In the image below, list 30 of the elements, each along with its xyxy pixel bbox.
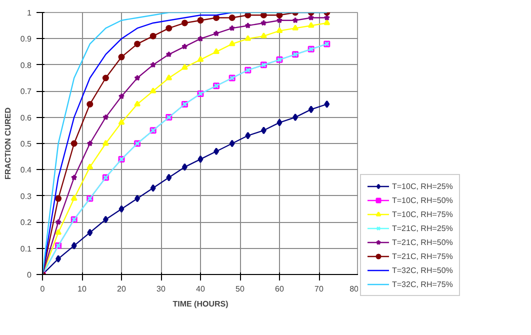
x-axis-title: TIME (HOURS): [172, 300, 229, 308]
legend-label: T=21C, RH=50%: [392, 237, 453, 247]
y-tick-label: 0.6: [20, 113, 32, 122]
y-tick-label: 0.3: [20, 192, 32, 201]
legend-label: T=21C, RH=75%: [392, 251, 453, 261]
y-tick-label: 0.8: [20, 60, 32, 70]
x-tick-label: 60: [275, 284, 284, 294]
legend-label: T=32C, RH=75%: [392, 279, 453, 289]
legend-label: T=32C, RH=50%: [392, 265, 453, 275]
y-tick-label: 0.4: [20, 166, 32, 175]
x-tick-label: 0: [40, 284, 46, 294]
x-tick-label: 50: [236, 284, 245, 294]
y-tick-label: 0.2: [20, 218, 32, 228]
x-tick-label: 40: [196, 284, 206, 294]
y-tick-label: 1: [27, 8, 32, 18]
legend-label: T=10C, RH=25%: [392, 181, 453, 191]
x-tick-label: 10: [78, 284, 87, 294]
legend-label: T=10C, RH=50%: [392, 195, 453, 205]
y-axis-title: FRACTION CURED: [3, 107, 12, 180]
y-tick-label: 0.1: [20, 244, 32, 254]
x-tick-label: 70: [314, 284, 324, 294]
y-tick-label: 0.5: [20, 140, 32, 148]
x-tick-label: 20: [117, 284, 126, 294]
legend-label: T=21C, RH=25%: [392, 223, 453, 233]
legend-label: T=10C, RH=75%: [392, 209, 453, 219]
x-tick-label: 30: [156, 284, 166, 294]
y-tick-label: 0.9: [20, 34, 32, 44]
x-tick-label: 80: [350, 284, 360, 294]
y-tick-label: 0: [27, 270, 32, 280]
y-tick-label: 0.7: [20, 87, 32, 96]
